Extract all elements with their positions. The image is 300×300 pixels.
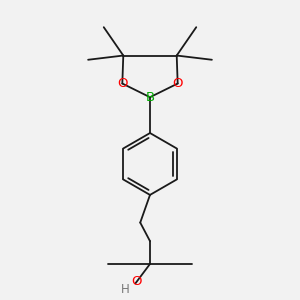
Text: O: O: [172, 77, 183, 90]
Text: H: H: [121, 283, 130, 296]
Text: B: B: [146, 91, 154, 104]
Text: O: O: [132, 275, 142, 288]
Text: O: O: [117, 77, 128, 90]
